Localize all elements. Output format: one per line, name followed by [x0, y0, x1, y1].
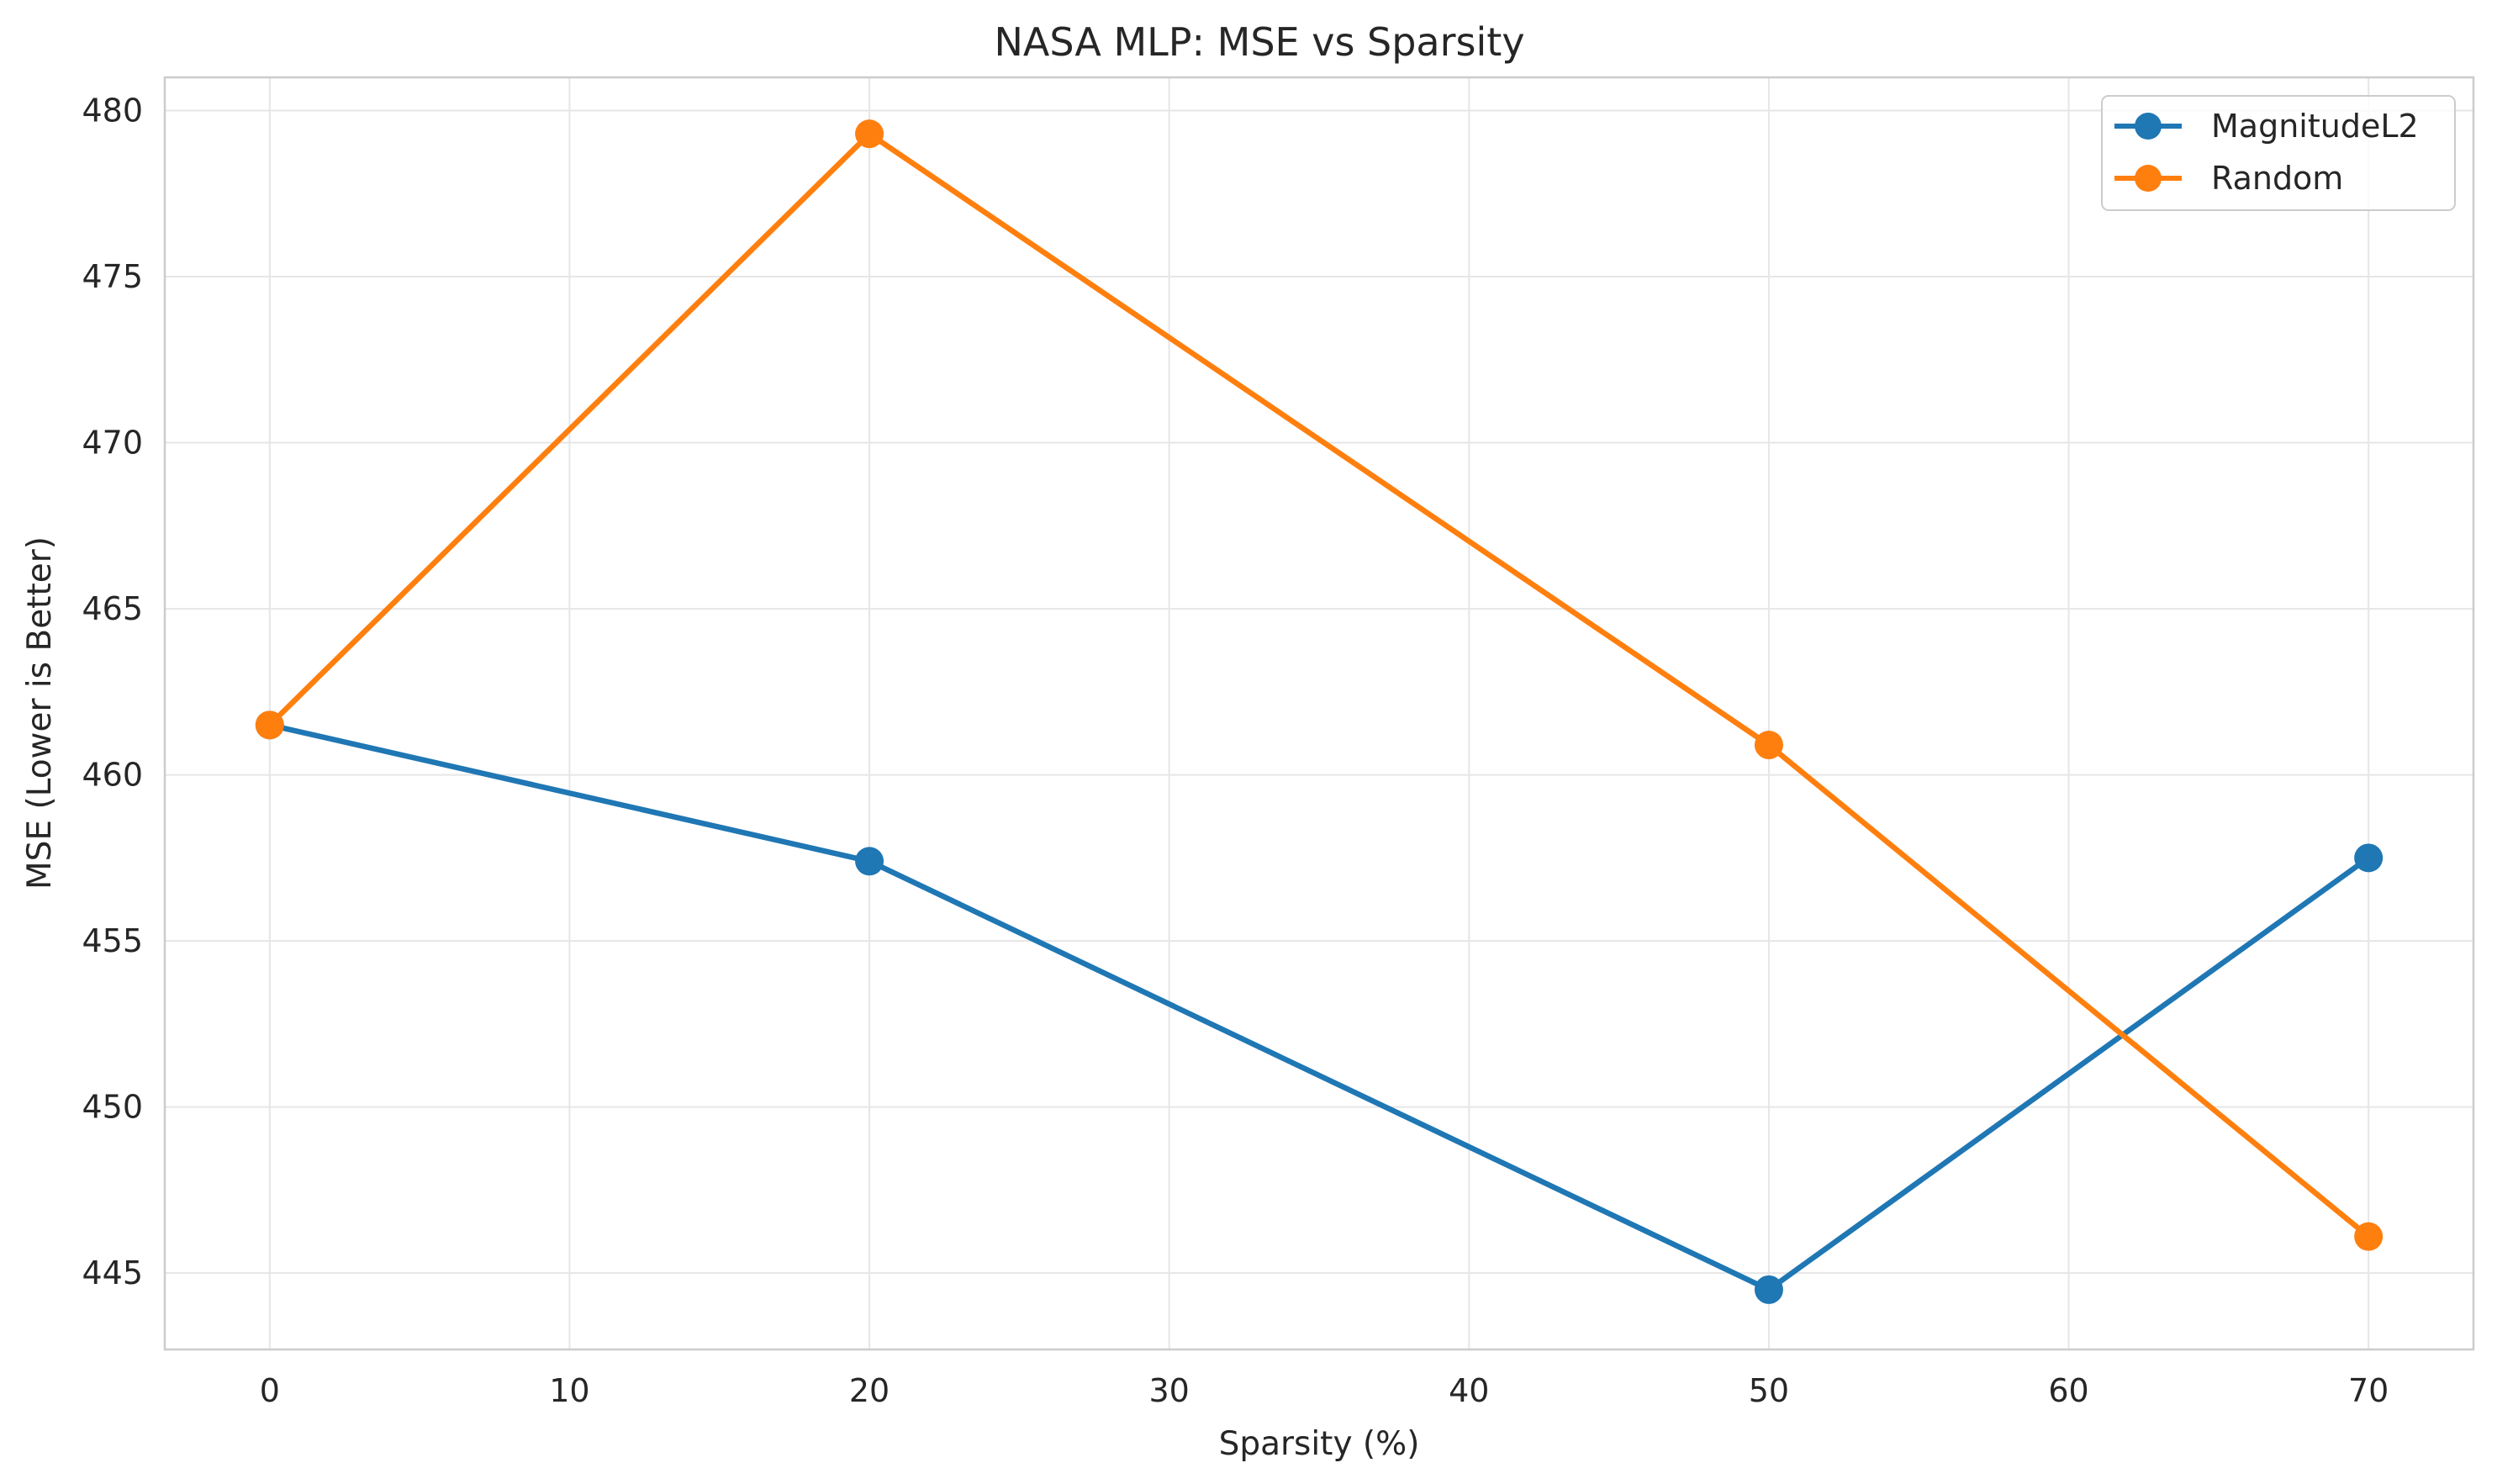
series-line-magnitudel2	[267, 722, 2372, 1293]
x-tick-label: 70	[2348, 1372, 2389, 1409]
data-point-magnitudel2	[855, 847, 884, 876]
legend-entry-random: Random	[2114, 160, 2343, 197]
y-tick-labels: 445 450 455 460 465 470 475 480	[82, 92, 143, 1292]
series-magnitudel2	[255, 710, 2384, 1304]
y-tick-label: 455	[82, 922, 143, 959]
y-tick-label: 480	[82, 92, 143, 129]
grid	[165, 77, 2473, 1349]
series-layer	[255, 119, 2384, 1304]
y-tick-label: 470	[82, 425, 143, 462]
x-tick-label: 10	[549, 1372, 589, 1409]
y-tick-label: 475	[82, 258, 143, 295]
y-tick-label: 445	[82, 1254, 143, 1291]
data-point-random	[855, 119, 884, 149]
legend: MagnitudeL2 Random	[2101, 95, 2456, 211]
x-tick-label: 40	[1449, 1372, 1489, 1409]
x-tick-label: 30	[1149, 1372, 1190, 1409]
series-line-random	[267, 130, 2372, 1239]
legend-swatch-marker	[2135, 165, 2162, 192]
y-tick-label: 460	[82, 757, 143, 794]
x-tick-label: 50	[1749, 1372, 1789, 1409]
x-tick-label: 0	[260, 1372, 280, 1409]
data-point-random	[2354, 1222, 2384, 1251]
legend-label-magnitudel2: MagnitudeL2	[2211, 108, 2419, 145]
data-point-random	[255, 710, 284, 740]
y-axis-label: MSE (Lower is Better)	[21, 536, 59, 890]
x-tick-label: 20	[849, 1372, 890, 1409]
y-tick-label: 465	[82, 590, 143, 627]
x-tick-label: 60	[2048, 1372, 2088, 1409]
legend-swatch-marker	[2135, 113, 2162, 140]
legend-entry-magnitudel2: MagnitudeL2	[2114, 108, 2419, 145]
plot-frame	[163, 76, 2475, 1351]
y-tick-label: 450	[82, 1089, 143, 1126]
data-point-magnitudel2	[2354, 843, 2384, 873]
data-point-random	[1754, 731, 1783, 760]
x-tick-labels: 0 10 20 30 40 50 60 70	[260, 1372, 2389, 1409]
series-random	[255, 119, 2384, 1251]
x-axis-label: Sparsity (%)	[1219, 1425, 1420, 1463]
data-point-magnitudel2	[1754, 1275, 1783, 1304]
chart-title: NASA MLP: MSE vs Sparsity	[994, 19, 1524, 65]
legend-box	[2101, 95, 2456, 211]
legend-label-random: Random	[2211, 160, 2343, 197]
